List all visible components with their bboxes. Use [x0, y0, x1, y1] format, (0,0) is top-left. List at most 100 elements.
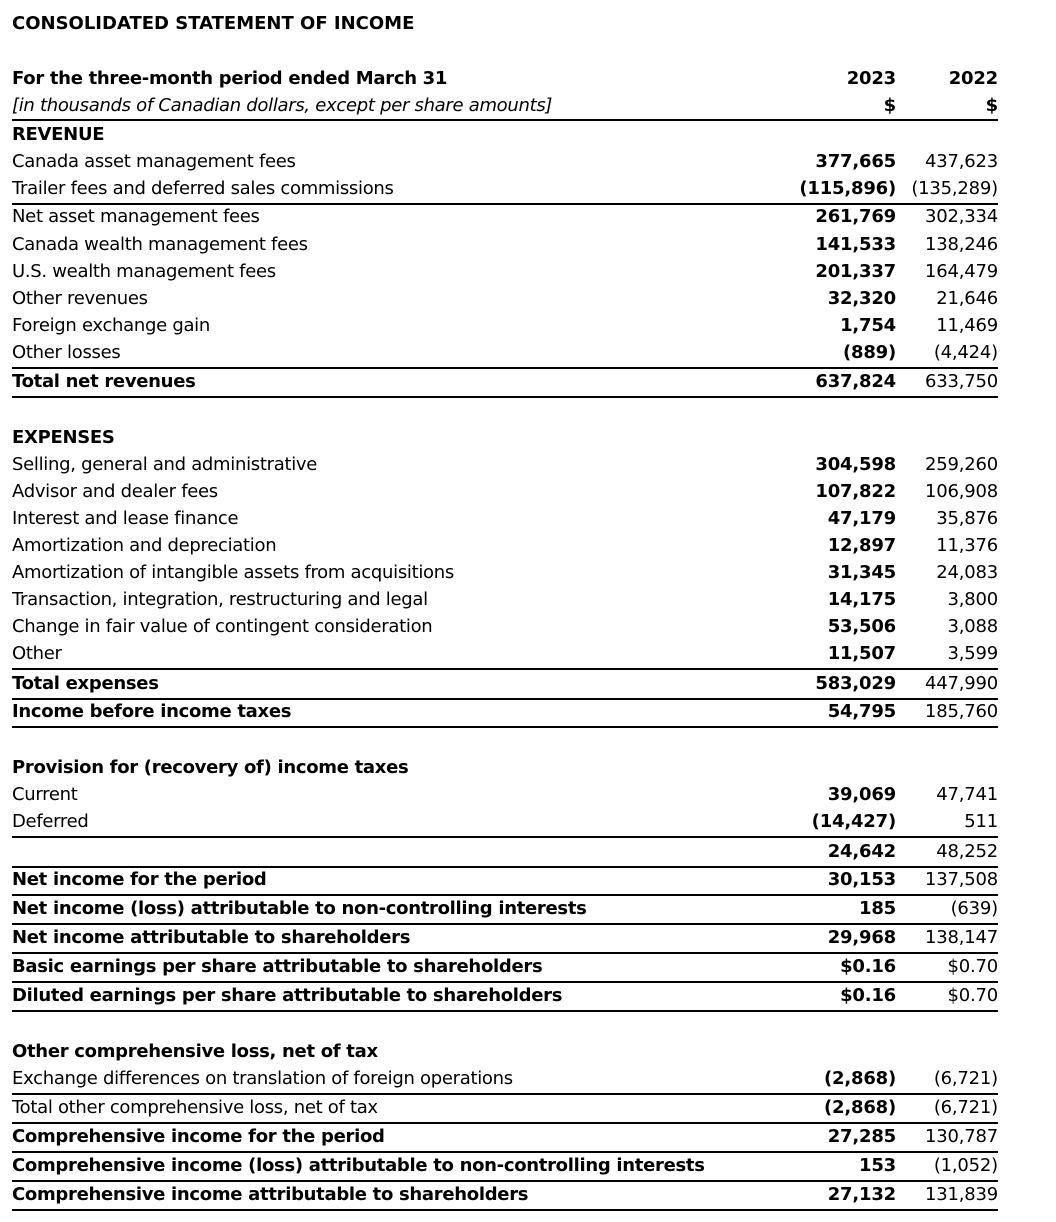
- value-2022: (6,721): [933, 1068, 998, 1089]
- line-item-row: Net income attributable to shareholders 2…: [12, 925, 998, 954]
- value-2023: 14,175: [827, 589, 896, 610]
- value-2023: 201,337: [815, 261, 896, 282]
- value-2023: (2,868): [824, 1097, 896, 1118]
- line-item-label: Total net revenues: [12, 371, 196, 392]
- value-2023: 141,533: [815, 234, 896, 255]
- line-item-label: Net income (loss) attributable to non-co…: [12, 898, 587, 919]
- line-item-row: Basic earnings per share attributable to…: [12, 954, 998, 983]
- value-2023: $0.16: [840, 956, 896, 977]
- value-2022: 137,508: [924, 869, 998, 890]
- line-item-row: Other revenues 32,320 21,646: [12, 286, 998, 312]
- line-item-row: Total net revenues 637,824 633,750: [12, 369, 998, 398]
- value-2022: 164,479: [924, 261, 998, 282]
- value-2023: 304,598: [815, 454, 896, 475]
- line-item-label: Selling, general and administrative: [12, 454, 318, 475]
- value-2022: 3,800: [947, 589, 998, 610]
- line-item-row: Other 11,507 3,599: [12, 641, 998, 670]
- line-item-row: Net asset management fees 261,769 302,334: [12, 204, 998, 230]
- line-item-row: Diluted earnings per share attributable …: [12, 983, 998, 1012]
- value-2022: 130,787: [924, 1126, 998, 1147]
- line-item-label: Amortization and depreciation: [12, 535, 277, 556]
- value-2023: 12,897: [827, 535, 896, 556]
- value-2023: 1,754: [840, 315, 896, 336]
- value-2023: 27,132: [827, 1184, 896, 1205]
- currency-2022: $: [985, 95, 999, 116]
- line-item-row: Deferred (14,427) 511: [12, 809, 998, 838]
- header-row-period: For the three-month period ended March 3…: [12, 66, 998, 92]
- line-item-row: U.S. wealth management fees 201,337 164,47…: [12, 259, 998, 285]
- section-heading-row: REVENUE: [12, 122, 998, 148]
- value-2022: $0.70: [947, 956, 998, 977]
- line-item-row: Amortization of intangible assets from a…: [12, 560, 998, 586]
- line-item-row: Net income (loss) attributable to non-co…: [12, 896, 998, 925]
- line-item-label: Canada asset management fees: [12, 151, 296, 172]
- line-item-label: Total expenses: [12, 673, 159, 694]
- line-item-label: Foreign exchange gain: [12, 315, 210, 336]
- line-item-label: Basic earnings per share attributable to…: [12, 956, 543, 977]
- value-2023: 185: [859, 898, 896, 919]
- line-item-row: Amortization and depreciation 12,897 11,37…: [12, 533, 998, 559]
- value-2023: (14,427): [811, 811, 897, 832]
- line-item-label: Comprehensive income attributable to sha…: [12, 1184, 529, 1205]
- value-2023: 637,824: [815, 371, 896, 392]
- line-item-label: Exchange differences on translation of f…: [12, 1068, 513, 1089]
- line-item-row: Advisor and dealer fees 107,822 106,908: [12, 479, 998, 505]
- line-item-row: Total other comprehensive loss, net of t…: [12, 1095, 998, 1124]
- value-2022: 633,750: [924, 371, 998, 392]
- line-item-label: Amortization of intangible assets from a…: [12, 562, 454, 583]
- column-header-2022: 2022: [948, 68, 999, 89]
- line-item-row: Net income for the period 30,153 137,508: [12, 867, 998, 896]
- line-item-row: Total expenses 583,029 447,990: [12, 671, 998, 700]
- value-2023: 583,029: [815, 673, 896, 694]
- header-row-units: [in thousands of Canadian dollars, excep…: [12, 93, 998, 121]
- line-item-row: Canada asset management fees 377,665 437,6…: [12, 149, 998, 175]
- line-item-row: Canada wealth management fees 141,533 138,…: [12, 232, 998, 258]
- value-2022: (135,289): [911, 178, 998, 199]
- value-2023: 39,069: [827, 784, 896, 805]
- line-item-row: Exchange differences on translation of f…: [12, 1066, 998, 1095]
- value-2023: (889): [842, 342, 896, 363]
- line-item-label: Net asset management fees: [12, 206, 260, 227]
- line-item-label: Transaction, integration, restructuring …: [12, 589, 428, 610]
- line-item-label: Other losses: [12, 342, 121, 363]
- value-2022: 21,646: [936, 288, 998, 309]
- value-2023: 32,320: [827, 288, 896, 309]
- line-item-label: U.S. wealth management fees: [12, 261, 276, 282]
- line-item-label: REVENUE: [12, 124, 105, 145]
- value-2022: 138,147: [924, 927, 998, 948]
- value-2023: 107,822: [815, 481, 896, 502]
- value-2022: (639): [950, 898, 999, 919]
- line-item-row: Transaction, integration, restructuring …: [12, 587, 998, 613]
- value-2022: 11,376: [936, 535, 998, 556]
- value-2022: 259,260: [924, 454, 998, 475]
- line-item-label: Other revenues: [12, 288, 148, 309]
- value-2022: 185,760: [924, 701, 998, 722]
- value-2023: 11,507: [827, 643, 896, 664]
- line-item-label: Other: [12, 643, 62, 664]
- line-item-label: Other comprehensive loss, net of tax: [12, 1041, 378, 1062]
- line-item-row: Foreign exchange gain 1,754 11,469: [12, 313, 998, 339]
- value-2022: 48,252: [936, 841, 998, 862]
- line-item-row: Trailer fees and deferred sales commissi…: [12, 176, 998, 205]
- value-2023: 47,179: [827, 508, 896, 529]
- line-item-row: Current 39,069 47,741: [12, 782, 998, 808]
- value-2022: (6,721): [933, 1097, 998, 1118]
- line-item-row: 24,642 48,252: [12, 839, 998, 868]
- line-item-label: Diluted earnings per share attributable …: [12, 985, 563, 1006]
- value-2022: (4,424): [933, 342, 998, 363]
- line-item-label: Trailer fees and deferred sales commissi…: [12, 178, 394, 199]
- line-item-label: Current: [12, 784, 78, 805]
- line-item-row: Comprehensive income (loss) attributable…: [12, 1153, 998, 1182]
- line-item-label: Comprehensive income (loss) attributable…: [12, 1155, 705, 1176]
- line-item-row: Other losses (889) (4,424): [12, 340, 998, 369]
- line-item-label: Total other comprehensive loss, net of t…: [12, 1097, 378, 1118]
- statement-title: CONSOLIDATED STATEMENT OF INCOME: [12, 13, 415, 34]
- value-2023: (2,868): [824, 1068, 896, 1089]
- section-heading-row: Provision for (recovery of) income taxes: [12, 755, 998, 781]
- section-heading-row: EXPENSES: [12, 425, 998, 451]
- line-item-row: Income before income taxes 54,795 185,760: [12, 699, 998, 728]
- value-2022: 138,246: [924, 234, 998, 255]
- line-item-label: Provision for (recovery of) income taxes: [12, 757, 409, 778]
- value-2023: (115,896): [799, 178, 896, 199]
- value-2022: 35,876: [936, 508, 998, 529]
